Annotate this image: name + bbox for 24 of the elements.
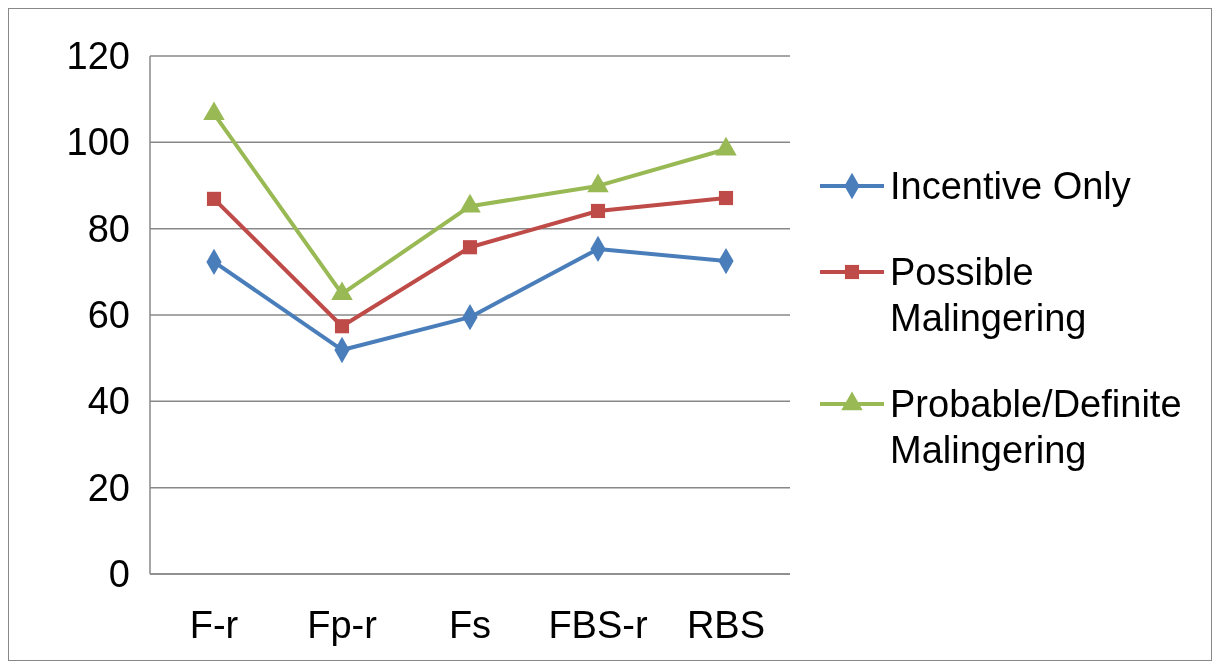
y-tick-label: 20 [87, 466, 130, 509]
y-tick-label: 120 [66, 35, 130, 77]
point [590, 203, 606, 219]
x-tick-label: FBS-r [548, 604, 648, 646]
point [334, 319, 350, 334]
x-tick-label: F-r [189, 604, 239, 646]
point [718, 190, 734, 206]
legend-label: Incentive Only [890, 165, 1131, 207]
y-tick-label: 0 [108, 553, 130, 595]
point [462, 240, 478, 255]
point [459, 193, 481, 213]
point [587, 173, 609, 193]
y-tick-label: 100 [66, 121, 130, 164]
x-tick-label: RBS [686, 604, 766, 646]
y-tick-label: 80 [87, 207, 130, 250]
legend-label: Possible Malingering [890, 251, 1087, 339]
point [206, 191, 222, 206]
point [203, 101, 225, 121]
x-tick-label: Fs [448, 604, 492, 646]
y-tick-label: 60 [87, 294, 130, 336]
legend-label: Probable/Definite Malingering [890, 383, 1182, 471]
x-tick-label: Fp-r [307, 604, 378, 646]
point [715, 136, 737, 156]
y-tick-label: 40 [87, 380, 130, 423]
